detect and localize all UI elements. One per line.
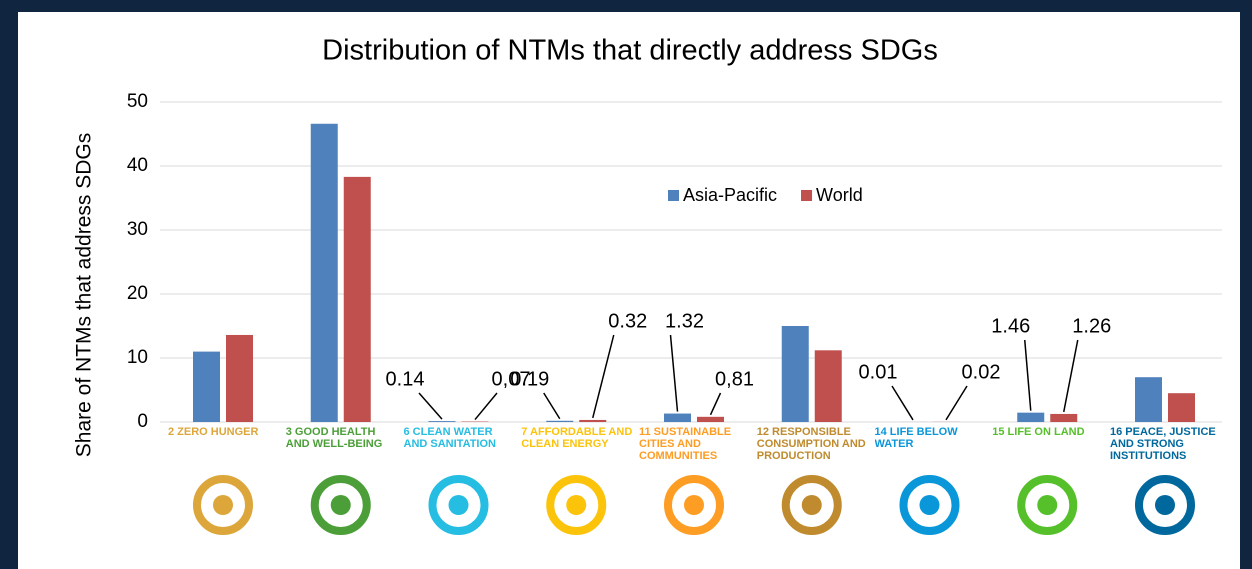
sdg-icon xyxy=(899,475,960,535)
bar xyxy=(1168,393,1195,422)
category-label-box: 7 AFFORDABLE AND CLEAN ENERGY xyxy=(521,426,633,450)
legend-swatch xyxy=(668,190,679,201)
icon-shape xyxy=(566,495,587,515)
icon-shape xyxy=(664,475,724,535)
icon-shape xyxy=(1037,495,1058,515)
y-axis-label: Share of NTMs that address SDGs xyxy=(73,133,96,457)
x-tick-label: 16 PEACE, JUSTICE AND STRONG INSTITUTION… xyxy=(1110,426,1216,462)
sdg-icon xyxy=(546,475,607,535)
icon-shape xyxy=(546,475,607,535)
leader-line xyxy=(945,385,968,421)
sdg-icon xyxy=(1017,475,1078,535)
icon-shape xyxy=(330,495,351,515)
value-label: 1.46 xyxy=(991,315,1030,337)
leader-line xyxy=(891,385,914,421)
leader-line xyxy=(669,334,679,412)
x-tick-label: 11 SUSTAINABLE CITIES AND COMMUNITIES xyxy=(639,426,732,462)
leader-line xyxy=(709,392,722,416)
icon-shape xyxy=(213,495,233,515)
value-label: 1.32 xyxy=(665,310,704,332)
icon-shape xyxy=(310,475,371,535)
value-label: 0,81 xyxy=(715,368,754,390)
leader-line xyxy=(474,392,498,421)
bar xyxy=(546,420,574,422)
value-label: 0.19 xyxy=(510,368,549,390)
y-tick-label: 40 xyxy=(127,155,148,176)
category-label-box: 16 PEACE, JUSTICE AND STRONG INSTITUTION… xyxy=(1110,426,1216,462)
value-label: 1.26 xyxy=(1072,315,1111,337)
bar xyxy=(579,419,607,422)
bar xyxy=(781,326,809,422)
icon-shape xyxy=(1017,475,1078,535)
bar xyxy=(310,123,338,422)
sdg-icon xyxy=(428,475,489,535)
bar xyxy=(193,351,220,422)
bar xyxy=(1135,377,1162,422)
x-tick-label: 2 ZERO HUNGER xyxy=(168,426,259,438)
category-label-box: 11 SUSTAINABLE CITIES AND COMMUNITIES xyxy=(639,426,732,462)
icon-shape xyxy=(193,475,253,535)
icon-shape xyxy=(1155,495,1175,515)
y-tick-label: 30 xyxy=(127,219,148,240)
bar xyxy=(428,421,456,422)
sdg-icon xyxy=(781,475,842,535)
value-label: 0.02 xyxy=(962,361,1001,383)
y-tick-label: 50 xyxy=(127,91,148,112)
x-tick-label: 14 LIFE BELOW WATER xyxy=(874,426,958,450)
icon-shape xyxy=(781,475,842,535)
y-tick-label: 0 xyxy=(137,411,148,432)
bar xyxy=(664,413,691,422)
bar xyxy=(1050,413,1078,422)
legend-swatch xyxy=(801,190,813,201)
bar xyxy=(697,416,724,422)
icon-shape xyxy=(1135,475,1195,535)
icon-shape xyxy=(801,495,822,515)
x-tick-label: 3 GOOD HEALTH AND WELL-BEING xyxy=(285,426,383,450)
sdg-icon xyxy=(310,475,371,535)
y-tick-label: 10 xyxy=(127,347,148,368)
sdg-icon xyxy=(193,475,253,535)
category-label-box: 15 LIFE ON LAND xyxy=(992,426,1085,438)
value-label: 0.14 xyxy=(386,368,425,390)
icon-shape xyxy=(899,475,960,535)
leader-line xyxy=(543,392,561,420)
x-tick-label: 7 AFFORDABLE AND CLEAN ENERGY xyxy=(521,426,633,450)
leader-line xyxy=(418,392,443,420)
category-label-box: 3 GOOD HEALTH AND WELL-BEING xyxy=(285,426,383,450)
icon-shape xyxy=(684,495,704,515)
bar xyxy=(226,334,253,422)
category-label-box: 14 LIFE BELOW WATER xyxy=(874,426,958,450)
value-label: 0.32 xyxy=(608,310,647,332)
bar xyxy=(814,350,842,422)
icon-shape xyxy=(448,495,469,515)
bar xyxy=(343,176,371,422)
x-tick-label: 12 RESPONSIBLE CONSUMPTION AND PRODUCTIO… xyxy=(756,426,866,462)
sdg-icon xyxy=(664,475,724,535)
legend-label: World xyxy=(816,185,863,205)
leader-line xyxy=(592,334,615,419)
icon-shape xyxy=(428,475,489,535)
category-label-box: 2 ZERO HUNGER xyxy=(168,426,259,438)
icon-shape xyxy=(919,495,940,515)
sdg-icon xyxy=(1135,475,1195,535)
chart-title: Distribution of NTMs that directly addre… xyxy=(322,35,938,67)
category-label-box: 12 RESPONSIBLE CONSUMPTION AND PRODUCTIO… xyxy=(756,426,866,462)
x-tick-label: 6 CLEAN WATER AND SANITATION xyxy=(403,426,496,450)
y-tick-label: 20 xyxy=(127,283,148,304)
x-tick-label: 15 LIFE ON LAND xyxy=(992,426,1085,438)
leader-line xyxy=(1063,339,1079,413)
leader-line xyxy=(1024,339,1032,411)
value-label: 0,07 xyxy=(492,368,531,390)
value-label: 0.01 xyxy=(859,361,898,383)
bar xyxy=(1017,412,1045,422)
legend-label: Asia-Pacific xyxy=(683,185,777,205)
category-label-box: 6 CLEAN WATER AND SANITATION xyxy=(403,426,496,450)
